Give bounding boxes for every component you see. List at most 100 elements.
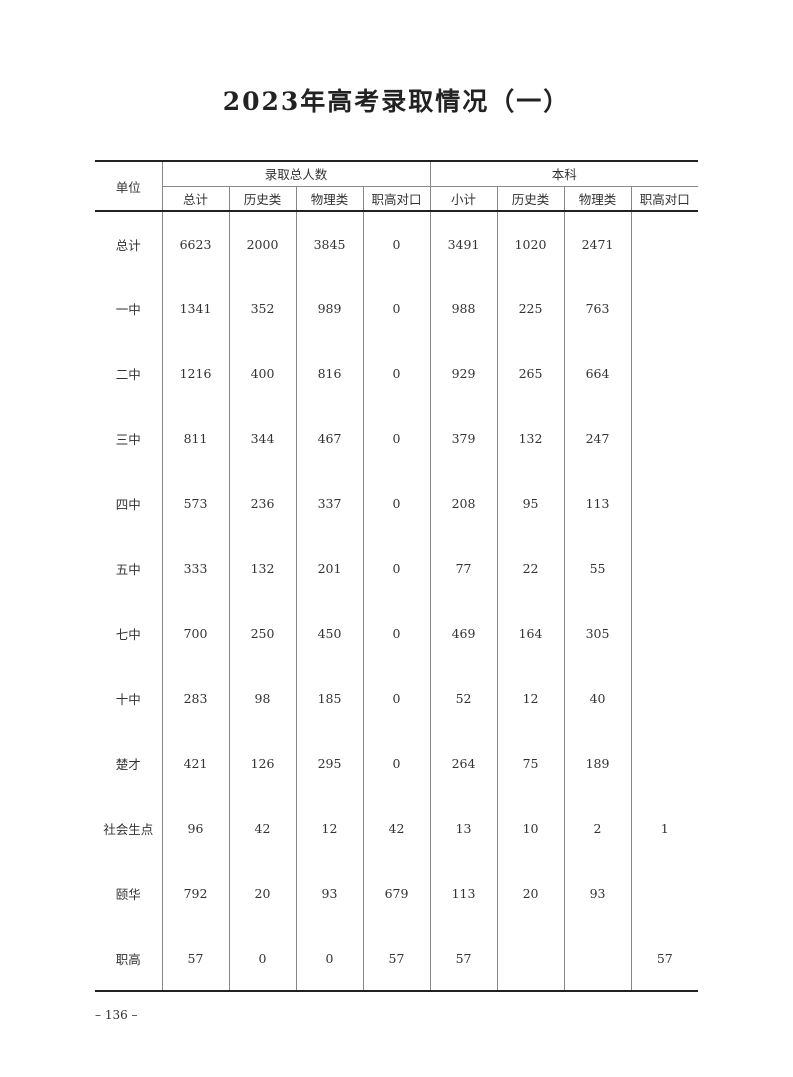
value-cell: 664 bbox=[563, 341, 632, 406]
table-row: 颐华 792 20 93 679 113 20 93 bbox=[95, 861, 699, 926]
value-cell: 132 bbox=[228, 536, 296, 601]
value-cell: 57 bbox=[630, 926, 699, 991]
value-cell: 236 bbox=[228, 471, 296, 536]
unit-cell: 十中 bbox=[115, 692, 141, 707]
value-cell: 0 bbox=[362, 211, 431, 276]
value-cell: 10 bbox=[496, 796, 565, 861]
unit-cell: 七中 bbox=[115, 627, 141, 642]
subheader-cell: 历史类 bbox=[228, 186, 296, 211]
value-cell: 700 bbox=[161, 601, 229, 666]
value-cell: 77 bbox=[429, 536, 498, 601]
value-cell: 0 bbox=[362, 471, 431, 536]
value-cell: 0 bbox=[295, 926, 363, 991]
admission-table: 单位 录取总人数 本科 总计 历史类 物理类 职高对口 小计 历史类 物理类 职高对口 总计 6… bbox=[95, 160, 699, 992]
value-cell: 1 bbox=[630, 796, 699, 861]
value-cell: 3491 bbox=[429, 211, 498, 276]
value-cell: 1216 bbox=[161, 341, 229, 406]
value-cell: 42 bbox=[228, 796, 296, 861]
value-cell: 20 bbox=[496, 861, 565, 926]
value-cell: 250 bbox=[228, 601, 296, 666]
value-cell: 0 bbox=[362, 731, 431, 796]
table-row: 楚才 421 126 295 0 264 75 189 bbox=[95, 731, 699, 796]
value-cell: 6623 bbox=[161, 211, 229, 276]
value-cell: 811 bbox=[161, 406, 229, 471]
value-cell: 344 bbox=[228, 406, 296, 471]
value-cell: 57 bbox=[362, 926, 431, 991]
value-cell bbox=[496, 926, 565, 991]
value-cell: 13 bbox=[429, 796, 498, 861]
value-cell bbox=[630, 341, 699, 406]
value-cell: 247 bbox=[563, 406, 632, 471]
page-title: 2023年高考录取情况（一） bbox=[222, 87, 571, 116]
unit-cell: 三中 bbox=[115, 432, 141, 447]
value-cell: 0 bbox=[362, 536, 431, 601]
value-cell: 264 bbox=[429, 731, 498, 796]
value-cell: 679 bbox=[362, 861, 431, 926]
value-cell: 988 bbox=[429, 276, 498, 341]
value-cell: 3845 bbox=[295, 211, 363, 276]
subheader-cell: 职高对口 bbox=[362, 186, 431, 211]
value-cell: 929 bbox=[429, 341, 498, 406]
value-cell: 20 bbox=[228, 861, 296, 926]
value-cell: 42 bbox=[362, 796, 431, 861]
value-cell bbox=[630, 861, 699, 926]
value-cell: 379 bbox=[429, 406, 498, 471]
value-cell: 763 bbox=[563, 276, 632, 341]
unit-cell: 一中 bbox=[115, 302, 141, 317]
value-cell: 1020 bbox=[496, 211, 565, 276]
value-cell bbox=[630, 536, 699, 601]
value-cell: 52 bbox=[429, 666, 498, 731]
value-cell: 265 bbox=[496, 341, 565, 406]
value-cell: 93 bbox=[295, 861, 363, 926]
page-number: – 136 – bbox=[95, 1008, 138, 1022]
value-cell: 989 bbox=[295, 276, 363, 341]
table-row: 一中 1341 352 989 0 988 225 763 bbox=[95, 276, 699, 341]
value-cell: 12 bbox=[496, 666, 565, 731]
value-cell: 0 bbox=[362, 341, 431, 406]
value-cell: 337 bbox=[295, 471, 363, 536]
table-row: 职高 57 0 0 57 57 57 bbox=[95, 926, 699, 991]
value-cell: 12 bbox=[295, 796, 363, 861]
header-group-undergrad: 本科 bbox=[429, 161, 699, 187]
table-row: 总计 6623 2000 3845 0 3491 1020 2471 bbox=[95, 211, 699, 276]
value-cell: 75 bbox=[496, 731, 565, 796]
value-cell: 792 bbox=[161, 861, 229, 926]
table-row: 四中 573 236 337 0 208 95 113 bbox=[95, 471, 699, 536]
table-row: 五中 333 132 201 0 77 22 55 bbox=[95, 536, 699, 601]
value-cell: 22 bbox=[496, 536, 565, 601]
value-cell bbox=[630, 276, 699, 341]
table-row: 社会生点 96 42 12 42 13 10 2 1 bbox=[95, 796, 699, 861]
value-cell: 164 bbox=[496, 601, 565, 666]
value-cell: 55 bbox=[563, 536, 632, 601]
value-cell: 0 bbox=[362, 276, 431, 341]
value-cell: 189 bbox=[563, 731, 632, 796]
value-cell bbox=[563, 926, 632, 991]
value-cell: 2000 bbox=[228, 211, 296, 276]
value-cell: 2 bbox=[563, 796, 632, 861]
value-cell: 0 bbox=[362, 601, 431, 666]
value-cell: 201 bbox=[295, 536, 363, 601]
unit-cell: 总计 bbox=[115, 237, 141, 253]
value-cell: 93 bbox=[563, 861, 632, 926]
value-cell bbox=[630, 601, 699, 666]
subheader-cell: 历史类 bbox=[496, 186, 565, 211]
unit-cell: 社会生点 bbox=[103, 822, 154, 837]
table-row: 十中 283 98 185 0 52 12 40 bbox=[95, 666, 699, 731]
value-cell: 0 bbox=[362, 406, 431, 471]
value-cell: 295 bbox=[295, 731, 363, 796]
unit-cell: 楚才 bbox=[115, 757, 141, 772]
value-cell: 467 bbox=[295, 406, 363, 471]
unit-cell: 四中 bbox=[115, 497, 141, 512]
value-cell: 352 bbox=[228, 276, 296, 341]
unit-cell: 五中 bbox=[115, 562, 141, 577]
value-cell: 185 bbox=[295, 666, 363, 731]
value-cell bbox=[630, 731, 699, 796]
unit-cell: 二中 bbox=[115, 367, 141, 382]
value-cell: 0 bbox=[362, 666, 431, 731]
unit-cell: 颐华 bbox=[115, 887, 141, 902]
value-cell: 450 bbox=[295, 601, 363, 666]
value-cell: 113 bbox=[429, 861, 498, 926]
value-cell: 469 bbox=[429, 601, 498, 666]
unit-cell: 职高 bbox=[115, 951, 141, 967]
value-cell bbox=[630, 666, 699, 731]
